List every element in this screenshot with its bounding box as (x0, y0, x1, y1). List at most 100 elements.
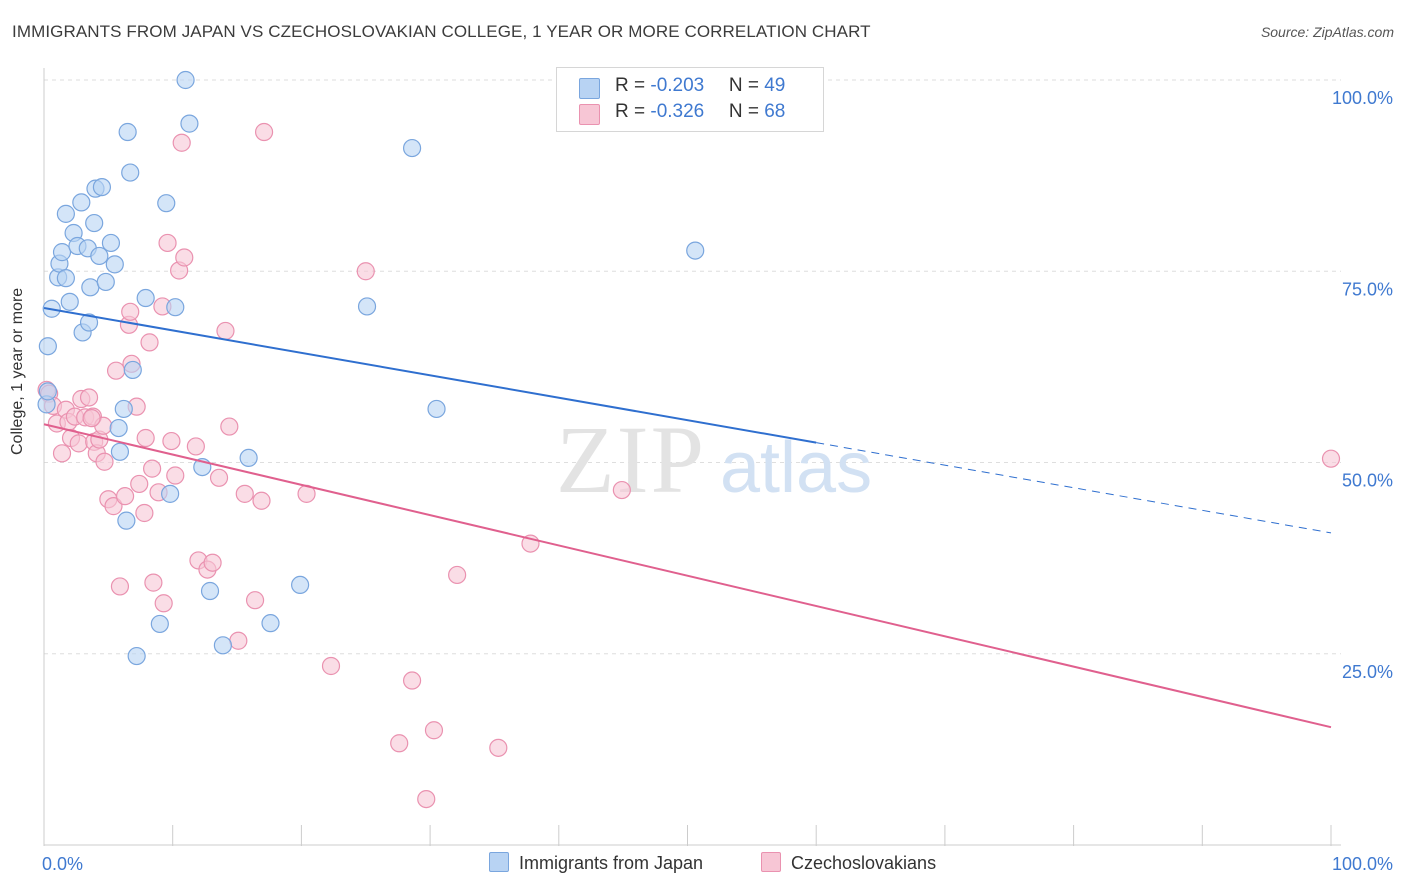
point-japan (101, 233, 121, 253)
bottom-legend-label-japan: Immigrants from Japan (519, 853, 704, 873)
y-axis-label: College, 1 year or more (9, 287, 26, 455)
point-czech (235, 484, 254, 503)
watermark-zip: ZIP (556, 406, 706, 513)
point-czech (1321, 449, 1341, 468)
legend-r-label: R = (615, 75, 651, 96)
point-czech (209, 468, 229, 487)
point-japan (105, 255, 124, 274)
point-czech (140, 333, 159, 352)
point-japan (166, 298, 185, 317)
point-japan (118, 122, 137, 142)
point-czech (245, 591, 265, 610)
point-czech (254, 122, 274, 142)
point-japan (150, 614, 169, 634)
point-czech (252, 491, 271, 510)
point-japan (261, 614, 280, 633)
point-japan (200, 581, 220, 601)
point-czech (489, 738, 508, 757)
legend-swatch-japan (579, 78, 600, 99)
y-tick-label: 75.0% (1342, 279, 1393, 299)
point-czech (417, 789, 436, 809)
legend-n-value: 68 (764, 101, 786, 122)
point-japan (291, 575, 310, 595)
point-czech (175, 248, 194, 267)
point-czech (166, 466, 185, 485)
series-czechoslovakians (37, 122, 1341, 809)
legend-n-label: N = (728, 101, 765, 122)
point-czech (79, 388, 99, 407)
point-czech (143, 459, 162, 478)
point-czech (154, 594, 173, 613)
legend-r-value: -0.203 (650, 75, 705, 96)
point-japan (123, 360, 142, 380)
point-japan (90, 246, 109, 266)
point-japan (161, 484, 180, 503)
point-japan (81, 278, 100, 297)
y-tick-label: 50.0% (1342, 471, 1393, 491)
legend-n-value: 49 (764, 75, 786, 96)
point-japan (686, 241, 705, 260)
point-czech (216, 321, 235, 341)
legend-n-label: N = (728, 75, 765, 96)
point-czech (229, 631, 248, 650)
point-japan (239, 448, 258, 468)
point-japan (72, 193, 91, 212)
series-immigrants-from-japan (37, 70, 705, 666)
tick-labels: 100.0% 75.0% 50.0% 25.0% 0.0% 100.0% (42, 88, 1393, 874)
point-czech (220, 417, 239, 436)
bottom-legend-japan: Immigrants from Japan (489, 852, 703, 874)
axes (43, 68, 1341, 846)
point-czech (612, 480, 631, 500)
point-japan (127, 646, 146, 666)
point-japan (157, 194, 176, 213)
point-czech (110, 577, 130, 596)
gridlines (44, 79, 1341, 655)
point-czech (115, 487, 135, 506)
point-czech (402, 671, 422, 690)
point-japan (109, 418, 128, 438)
point-japan (92, 178, 112, 197)
correlation-legend: R = -0.203 N = 49 R = -0.326 N = 68 (556, 67, 824, 132)
point-czech (82, 409, 101, 428)
bottom-legend-czech: Czechoslovakians (761, 852, 936, 874)
point-czech (390, 734, 409, 753)
point-czech (144, 573, 163, 592)
point-czech (52, 444, 72, 463)
point-japan (52, 243, 72, 262)
point-czech (424, 721, 444, 740)
legend-r-value: -0.326 (650, 101, 705, 122)
trend-line-japan-extension (816, 442, 1332, 534)
point-czech (172, 133, 191, 152)
trend-line-japan (43, 306, 817, 444)
point-czech (135, 503, 154, 523)
x-tick-label-max: 100.0% (1332, 854, 1393, 874)
point-czech (321, 656, 341, 676)
point-japan (85, 213, 104, 233)
point-japan (427, 399, 446, 419)
source-note: Source: ZipAtlas.com (1260, 24, 1394, 40)
point-japan (121, 163, 140, 182)
point-czech (121, 302, 140, 321)
trend-line-czech (43, 423, 1332, 729)
point-japan (176, 70, 195, 90)
point-japan (213, 636, 232, 655)
point-japan (136, 288, 155, 308)
point-czech (162, 431, 181, 451)
watermark-atlas: atlas (720, 428, 872, 508)
point-czech (203, 553, 222, 572)
point-japan (38, 337, 57, 356)
point-japan (357, 297, 377, 316)
point-japan (60, 292, 79, 311)
point-japan (110, 442, 130, 461)
point-japan (117, 511, 136, 530)
chart-title: IMMIGRANTS FROM JAPAN VS CZECHOSLOVAKIAN… (12, 22, 871, 41)
point-japan (79, 313, 99, 332)
point-czech (186, 437, 205, 456)
point-czech (136, 428, 155, 448)
legend-r-label: R = (615, 101, 651, 122)
trend-lines (43, 306, 1332, 729)
point-czech (130, 474, 149, 494)
point-czech (69, 434, 88, 453)
point-czech (158, 233, 177, 253)
